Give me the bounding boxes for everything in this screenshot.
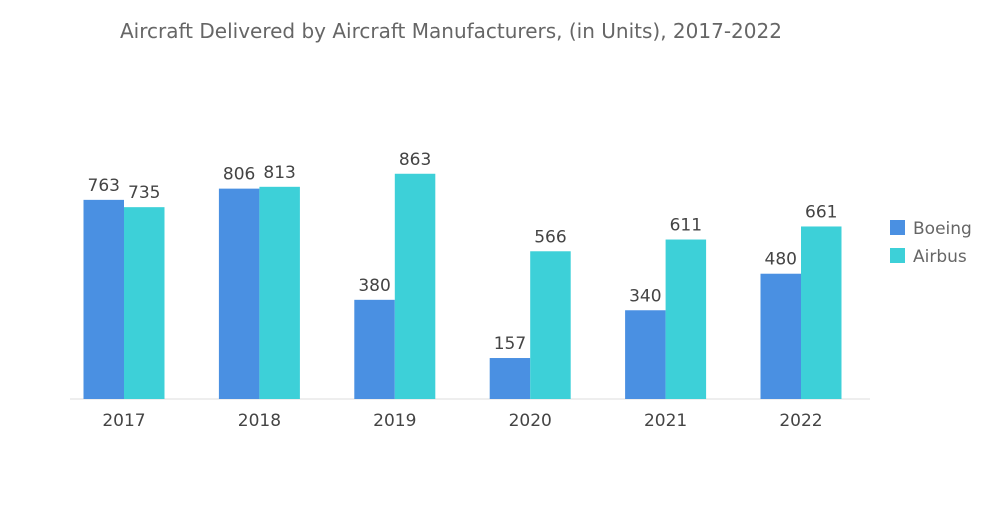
x-tick-label-2017: 2017 [102, 411, 145, 431]
data-label-airbus-2018: 813 [263, 163, 295, 183]
data-label-airbus-2020: 566 [534, 227, 566, 247]
data-label-boeing-2018: 806 [223, 165, 255, 185]
bar-boeing-2017 [83, 199, 124, 399]
data-label-airbus-2021: 611 [670, 216, 702, 236]
data-label-boeing-2017: 763 [88, 176, 120, 196]
bar-boeing-2021 [625, 310, 666, 399]
data-label-airbus-2022: 661 [805, 202, 837, 222]
legend-swatch-boeing [890, 220, 905, 235]
bar-boeing-2019 [354, 299, 395, 399]
legend-swatch-airbus [890, 248, 905, 263]
bar-airbus-2018 [259, 186, 300, 399]
chart-title: Aircraft Delivered by Aircraft Manufactu… [120, 19, 782, 43]
legend-label-airbus: Airbus [913, 247, 967, 267]
x-tick-label-2020: 2020 [509, 411, 552, 431]
bar-boeing-2018 [218, 188, 260, 399]
x-tick-label-2019: 2019 [373, 411, 416, 431]
bar-airbus-2021 [665, 239, 707, 399]
data-label-boeing-2020: 157 [494, 334, 526, 354]
data-label-airbus-2019: 863 [399, 150, 431, 170]
legend-label-boeing: Boeing [913, 219, 972, 239]
bar-airbus-2022 [801, 226, 842, 399]
data-label-boeing-2019: 380 [358, 276, 390, 296]
bar-airbus-2017 [124, 207, 165, 399]
bar-boeing-2020 [489, 358, 531, 399]
data-label-airbus-2017: 735 [128, 183, 160, 203]
x-tick-label-2021: 2021 [644, 411, 687, 431]
data-label-boeing-2021: 340 [629, 286, 661, 306]
bar-airbus-2020 [530, 251, 571, 399]
x-tick-label-2022: 2022 [779, 411, 822, 431]
bar-boeing-2022 [760, 273, 801, 399]
x-tick-label-2018: 2018 [238, 411, 281, 431]
data-label-boeing-2022: 480 [765, 250, 797, 270]
bar-airbus-2019 [394, 173, 436, 399]
